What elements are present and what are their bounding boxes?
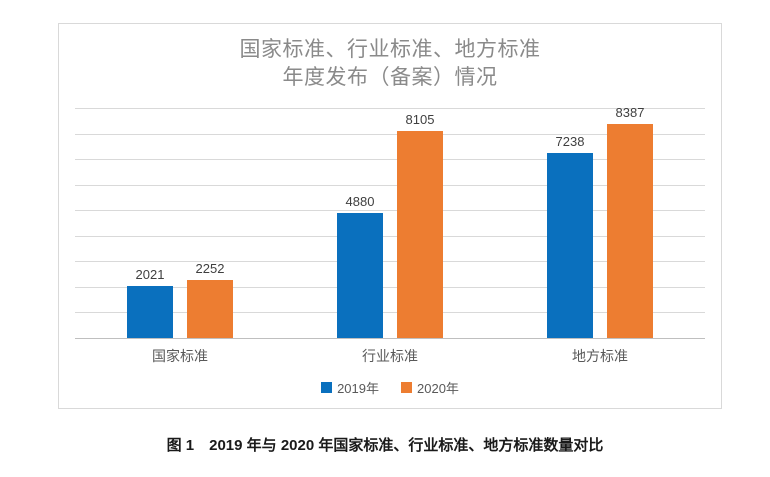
gridline xyxy=(75,210,705,212)
value-label: 2021 xyxy=(135,267,165,283)
legend-label: 2020年 xyxy=(417,381,459,396)
chart-title-line2: 年度发布（备案）情况 xyxy=(282,65,498,89)
gridline xyxy=(75,159,705,161)
legend-swatch-icon xyxy=(321,382,333,393)
legend-item-2019年: 2019年 xyxy=(321,378,379,397)
legend: 2019年 2020年 xyxy=(59,378,721,397)
value-label: 8387 xyxy=(615,104,645,120)
figure-caption: 图 1 2019 年与 2020 年国家标准、行业标准、地方标准数量对比 xyxy=(166,437,604,454)
bar-2019年-行业标准 xyxy=(337,213,383,338)
value-label: 7238 xyxy=(555,134,585,150)
legend-swatch-icon xyxy=(401,382,412,393)
gridline xyxy=(75,235,705,237)
bar-2020年-地方标准 xyxy=(607,123,653,338)
gridline xyxy=(75,133,705,135)
chart: 国家标准、行业标准、地方标准 年度发布（备案）情况 2021 2252 国家标准 48… xyxy=(58,23,722,409)
legend-label: 2019年 xyxy=(337,381,379,396)
gridline xyxy=(75,184,705,186)
bar-2019年-国家标准 xyxy=(127,286,173,338)
category-label: 国家标准 xyxy=(152,349,208,365)
chart-title-line1: 国家标准、行业标准、地方标准 xyxy=(239,37,541,61)
legend-item-2020年: 2020年 xyxy=(401,378,459,397)
category-label: 地方标准 xyxy=(572,349,628,365)
bar-2019年-地方标准 xyxy=(547,153,593,338)
x-axis-line xyxy=(75,338,705,339)
chart-title: 国家标准、行业标准、地方标准 年度发布（备案）情况 xyxy=(59,35,721,91)
gridline xyxy=(75,261,705,263)
value-label: 2252 xyxy=(195,261,225,277)
category-label: 行业标准 xyxy=(362,349,418,365)
gridline xyxy=(75,286,705,288)
gridline xyxy=(75,108,705,109)
value-label: 4880 xyxy=(345,194,375,210)
bar-2020年-国家标准 xyxy=(187,280,233,338)
plot-area: 2021 2252 国家标准 4880 8105 行业标准 7238 8387 地方标准 xyxy=(75,104,705,365)
bar-2020年-行业标准 xyxy=(397,130,443,338)
value-label: 8105 xyxy=(405,111,435,127)
gridline xyxy=(75,312,705,314)
